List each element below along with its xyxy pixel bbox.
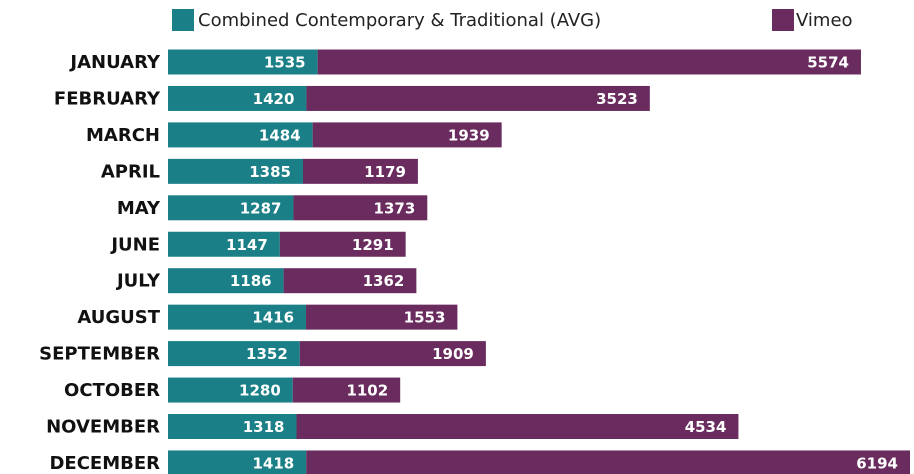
legend-label: Combined Contemporary & Traditional (AVG… (198, 10, 601, 31)
value-label: 1280 (239, 382, 281, 400)
value-label: 1102 (346, 382, 388, 400)
value-label: 1318 (243, 418, 285, 436)
bar-segment (168, 49, 318, 75)
bar-segment (303, 158, 418, 184)
value-label: 6194 (856, 454, 898, 472)
value-label: 1147 (226, 236, 268, 254)
bar-segment (168, 450, 307, 474)
bar-segment (296, 414, 739, 439)
bar-segment (279, 231, 406, 257)
category-label: JULY (115, 271, 161, 292)
bar-segment (168, 122, 313, 148)
bar-segment (306, 85, 650, 111)
value-label: 1553 (404, 309, 446, 327)
bar-segment (168, 414, 297, 439)
value-label: 1362 (363, 272, 405, 290)
bar-segment (168, 341, 300, 367)
bar-segment (299, 341, 486, 367)
bar-segment (168, 304, 307, 330)
value-label: 1939 (448, 126, 490, 144)
value-label: 4534 (685, 418, 727, 436)
category-label: SEPTEMBER (39, 344, 160, 365)
category-label: JANUARY (68, 52, 161, 73)
bar-segment (168, 195, 294, 221)
value-label: 1287 (240, 199, 282, 217)
legend-swatch (172, 9, 194, 31)
value-label: 1535 (264, 54, 306, 72)
bar-segment (306, 304, 458, 330)
category-label: AUGUST (77, 307, 160, 328)
bar-segment (168, 231, 280, 257)
bar-segment (292, 377, 401, 403)
value-label: 1418 (252, 454, 294, 472)
bar-segment (317, 49, 861, 75)
value-label: 1484 (259, 126, 301, 144)
category-label: APRIL (101, 161, 160, 182)
value-label: 1385 (249, 163, 291, 181)
bar-segment (168, 85, 307, 111)
legend-label: Vimeo (796, 10, 853, 31)
bar-segment (168, 158, 304, 184)
value-label: 1186 (230, 272, 272, 290)
bar-segment (283, 268, 417, 294)
category-label: DECEMBER (49, 453, 160, 474)
category-label: JUNE (109, 234, 160, 255)
value-label: 1416 (252, 309, 294, 327)
category-label: NOVEMBER (46, 417, 160, 438)
value-label: 1420 (253, 90, 295, 108)
value-label: 3523 (596, 90, 638, 108)
bar-segment (306, 450, 910, 474)
category-label: OCTOBER (64, 380, 160, 401)
value-label: 1352 (246, 345, 288, 363)
category-label: MARCH (86, 125, 160, 146)
bar-segment (293, 195, 428, 221)
category-label: MAY (117, 198, 161, 219)
value-label: 1291 (352, 236, 394, 254)
value-label: 1179 (364, 163, 406, 181)
bar-segment (168, 268, 284, 294)
bar-segment (168, 377, 293, 403)
value-label: 1373 (374, 199, 416, 217)
value-label: 1909 (432, 345, 474, 363)
category-label: FEBRUARY (54, 88, 161, 109)
bar-segment (312, 122, 502, 148)
value-label: 5574 (807, 54, 849, 72)
legend-swatch (772, 9, 794, 31)
